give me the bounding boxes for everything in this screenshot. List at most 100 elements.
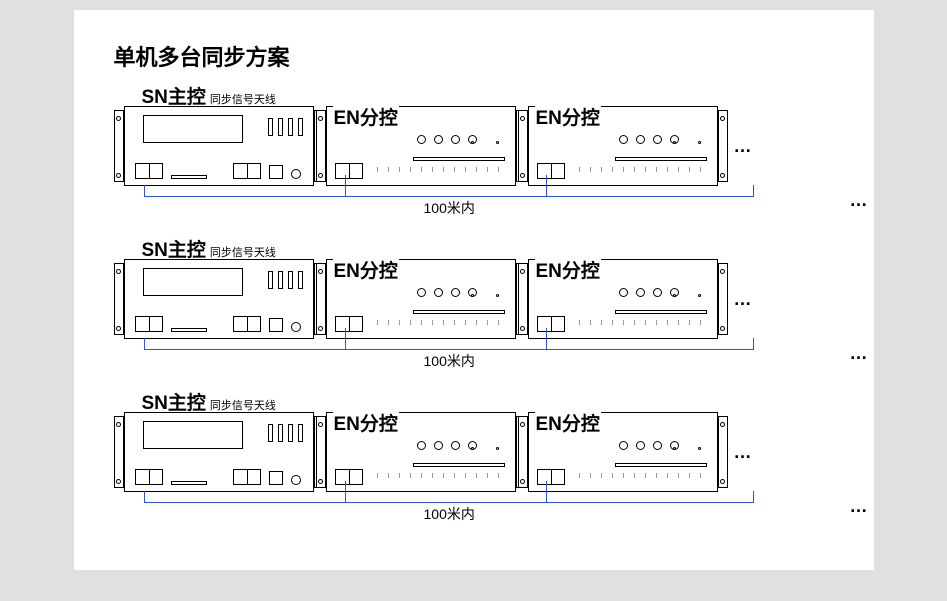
ruler-tick-icon	[612, 473, 613, 478]
dual-port-icon	[537, 316, 565, 332]
screw-hole-icon	[318, 422, 323, 427]
ruler-tick-icon	[432, 167, 433, 172]
ruler-tick-icon	[579, 167, 580, 172]
en-slave-device: EN分控	[528, 106, 718, 186]
indicator-icon	[698, 141, 701, 144]
round-port-icon	[291, 169, 301, 179]
device-body	[124, 259, 314, 339]
device-row: SN主控 同步信号天线	[124, 388, 834, 523]
devices-container: EN分控 EN分控	[124, 259, 754, 339]
port-row	[335, 316, 363, 332]
indicator-icon	[698, 447, 701, 450]
row-labels: SN主控 同步信号天线	[142, 82, 276, 109]
continuation-dots: …	[734, 289, 754, 310]
button-icon	[268, 424, 273, 442]
indicator-icon	[471, 294, 474, 297]
slot-port-icon	[171, 328, 207, 332]
ruler-tick-icon	[454, 167, 455, 172]
ruler-tick-icon	[634, 167, 635, 172]
control-dot-icon	[636, 441, 645, 450]
mount-flange	[114, 263, 124, 335]
dual-port-icon	[233, 163, 261, 179]
indicator-dots	[673, 447, 701, 450]
button-icon	[268, 118, 273, 136]
control-dots	[619, 135, 679, 144]
square-port-icon	[269, 318, 283, 332]
device-body	[124, 412, 314, 492]
control-dot-icon	[619, 441, 628, 450]
control-dot-icon	[417, 135, 426, 144]
indicator-icon	[496, 447, 499, 450]
display-screen-icon	[143, 268, 243, 296]
en-slave-device: EN分控	[326, 106, 516, 186]
control-dots	[417, 288, 477, 297]
screw-hole-icon	[318, 479, 323, 484]
mount-flange	[718, 416, 728, 488]
slot-port-icon	[171, 175, 207, 179]
screw-hole-icon	[318, 269, 323, 274]
screw-hole-icon	[720, 479, 725, 484]
device-body	[124, 106, 314, 186]
button-icon	[298, 424, 303, 442]
mount-flange	[316, 110, 326, 182]
port-row	[135, 163, 301, 179]
slot-icon	[413, 310, 505, 314]
ruler-tick-icon	[388, 473, 389, 478]
ruler-tick-icon	[421, 320, 422, 325]
control-dot-icon	[636, 135, 645, 144]
screw-hole-icon	[520, 116, 525, 121]
ruler-tick-icon	[634, 473, 635, 478]
ruler-tick-icon	[421, 167, 422, 172]
row-labels: SN主控 同步信号天线	[142, 388, 276, 415]
slot-icon	[413, 463, 505, 467]
screw-hole-icon	[318, 173, 323, 178]
dual-port-icon	[233, 469, 261, 485]
ruler-tick-icon	[678, 473, 679, 478]
control-dot-icon	[636, 288, 645, 297]
ruler-tick-icon	[388, 167, 389, 172]
cable-line	[144, 491, 754, 503]
port-row	[537, 163, 565, 179]
ruler-tick-icon	[623, 320, 624, 325]
indicator-icon	[673, 294, 676, 297]
indicator-dots	[673, 294, 701, 297]
ruler-tick-icon	[443, 320, 444, 325]
control-dot-icon	[417, 441, 426, 450]
screw-hole-icon	[116, 479, 121, 484]
slot-port-icon	[171, 481, 207, 485]
mount-flange	[316, 416, 326, 488]
port-row	[135, 316, 301, 332]
control-dot-icon	[434, 441, 443, 450]
master-label: SN主控	[142, 388, 206, 415]
ruler-tick-icon	[590, 473, 591, 478]
en-slave-device: EN分控	[326, 259, 516, 339]
button-icon	[288, 271, 293, 289]
slot-icon	[615, 310, 707, 314]
control-dots	[619, 288, 679, 297]
screw-hole-icon	[720, 326, 725, 331]
dual-port-icon	[537, 163, 565, 179]
device-label: EN分控	[535, 256, 601, 283]
device-body: EN分控	[528, 412, 718, 492]
control-dot-icon	[619, 288, 628, 297]
dual-port-icon	[335, 316, 363, 332]
cable-line	[144, 338, 754, 350]
en-slave-device: EN分控	[528, 412, 718, 492]
ruler-tick-icon	[645, 167, 646, 172]
ruler-tick-icon	[443, 167, 444, 172]
ruler-tick-icon	[410, 473, 411, 478]
ruler-tick-icon	[689, 320, 690, 325]
square-port-icon	[269, 471, 283, 485]
ruler-tick-icon	[465, 473, 466, 478]
sn-master-device	[124, 412, 314, 492]
screw-hole-icon	[116, 326, 121, 331]
port-row	[537, 469, 565, 485]
sn-master-device	[124, 259, 314, 339]
screw-hole-icon	[520, 173, 525, 178]
ruler-tick-icon	[399, 167, 400, 172]
ruler-tick-icon	[590, 167, 591, 172]
ruler-tick-icon	[377, 320, 378, 325]
dual-port-icon	[135, 163, 163, 179]
indicator-dots	[471, 447, 499, 450]
ruler-tick-icon	[465, 167, 466, 172]
